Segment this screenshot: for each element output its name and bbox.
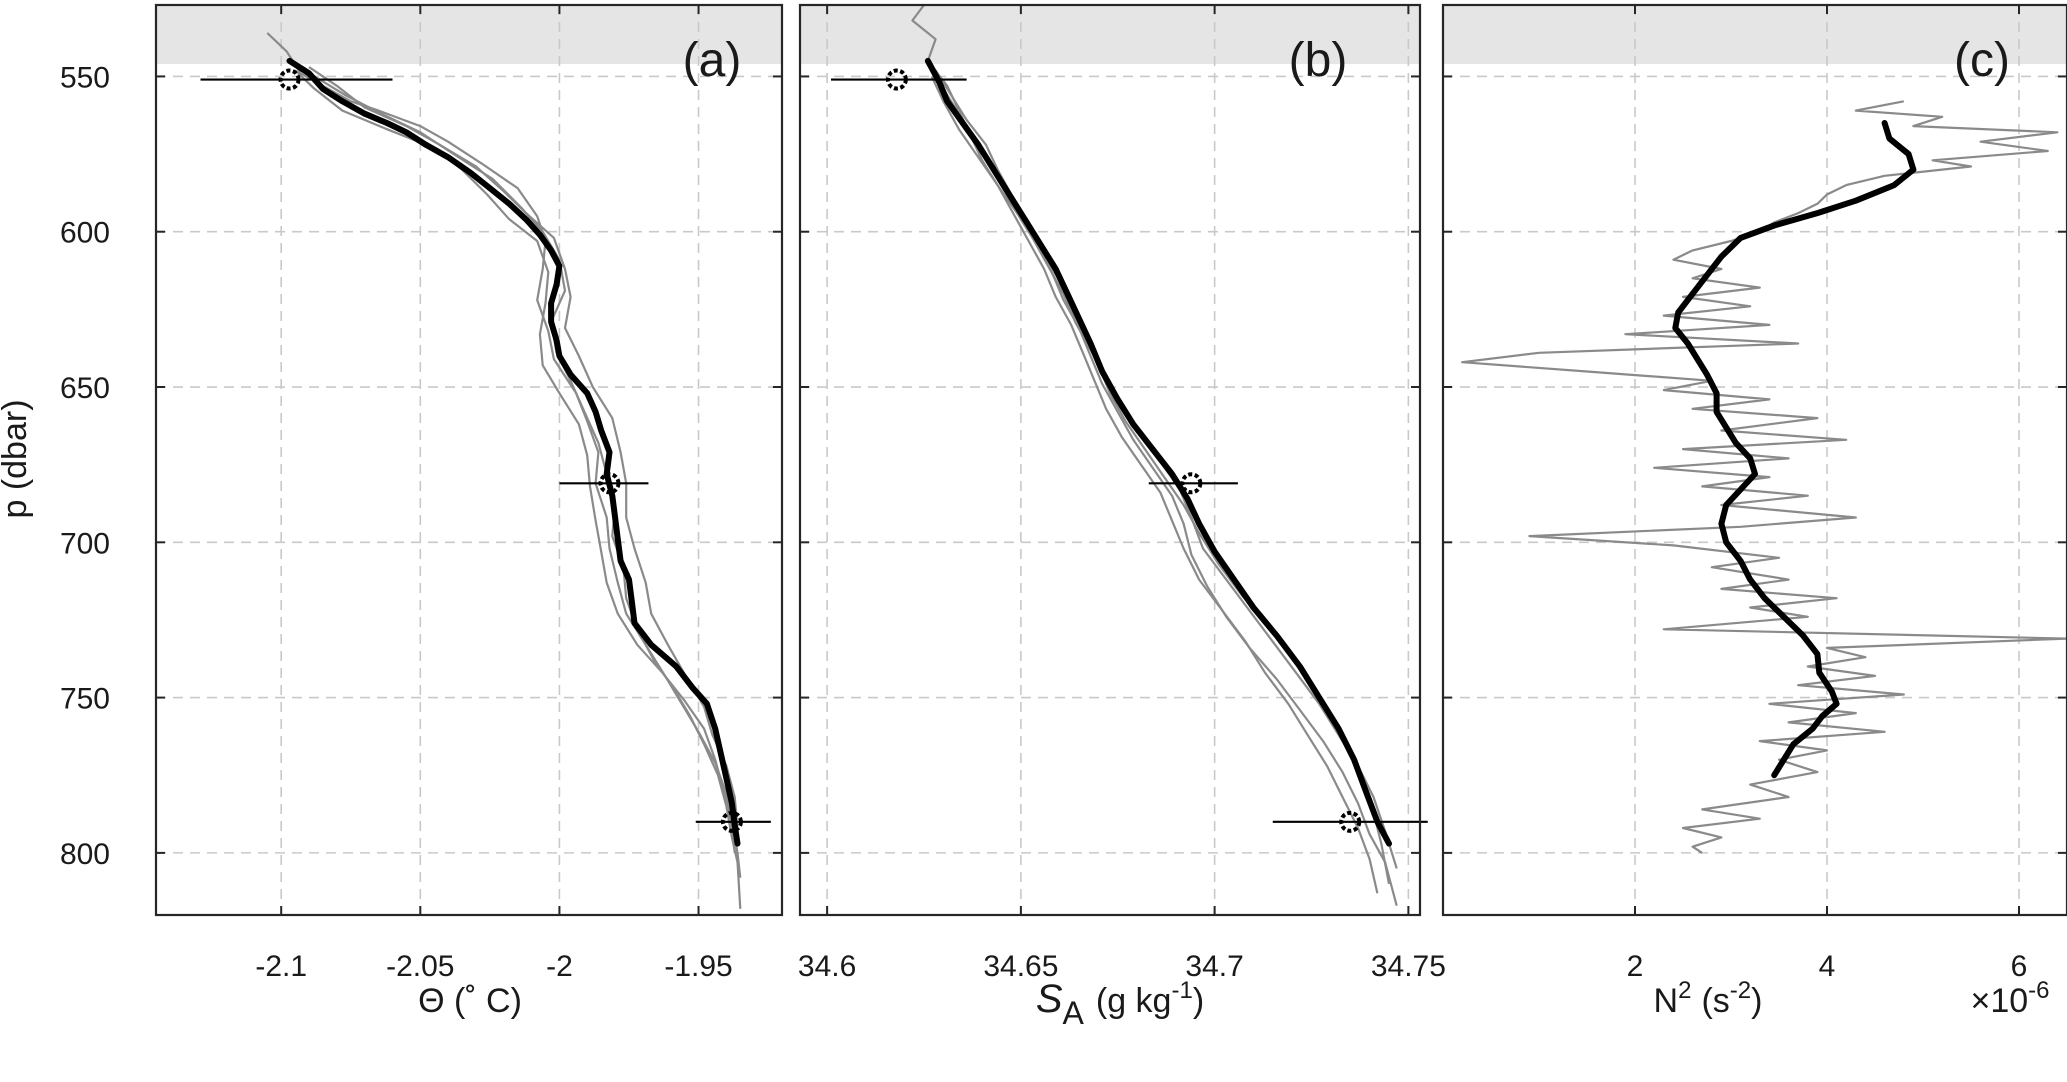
panel-a-ytick-label-3: 700 [60,527,110,560]
panel-b-xlabel-sup: -1 [1171,977,1192,1004]
panel-b-xlabel-end: ) [1193,982,1204,1020]
panel-c-multiplier-base: ×10 [1970,982,2028,1020]
panel-b-xtick-label-1: 34.65 [983,950,1058,983]
panel-c-xlabel-end: ) [1751,982,1762,1020]
panel-b-xlabel-sub: A [1063,995,1085,1031]
panel-c-xlabel-sup: 2 [1678,977,1691,1004]
panel-a-individual-profile-line-3 [294,69,742,878]
panel-c-xtick-label-0: 2 [1627,950,1644,983]
panel-c-xtick-label-1: 4 [1819,950,1836,983]
panel-c-stratification: 2 4 6 (c) N2 (s-2) ×10-6 [1441,3,2067,1020]
panel-b-salinity: 34.6 34.65 34.7 34.75 (b) SA (g kg-1) [798,3,1446,1031]
panel-a-mean-profile-line [286,57,741,847]
panel-c-x-multiplier: ×10-6 [1970,977,2049,1020]
panel-a-xtick-label-3: -1.95 [664,950,732,983]
panel-a-marker-2 [720,810,743,833]
panel-a-individual-profile-line-1 [266,32,736,854]
y-axis-label: p (dbar) [0,399,34,518]
panel-b-xlabel-rest: (g kg [1096,982,1172,1020]
panel-b-frame [798,3,1422,917]
panel-c-plot-area: 2 4 6 [1441,3,2067,983]
panel-b-xtick-label-3: 34.75 [1371,950,1446,983]
panel-a-shaded-region [156,5,782,65]
panel-c-xlabel-main: N [1654,982,1679,1020]
panel-b-x-axis-label: SA (g kg-1) [1036,977,1204,1031]
panel-c-x-axis-label: N2 (s-2) [1654,977,1763,1020]
panel-b-xlabel-main: S [1036,977,1063,1021]
panel-b-plot-area: 34.6 34.65 34.7 34.75 [798,3,1446,983]
panel-a-label: (a) [683,34,742,87]
panel-a-xtick-label-0: -2.1 [255,950,307,983]
panel-a-marker-0 [278,68,301,91]
panel-a-marker-1 [598,472,621,495]
panel-a-ytick-label-0: 550 [60,61,110,94]
panel-b-mean-profile-line [924,57,1392,847]
panel-c-xlabel-sup2: -2 [1730,977,1751,1004]
panel-b-marker-1 [1180,472,1203,495]
panel-a-x-axis-label: Θ (˚ C) [418,982,522,1020]
panel-c-xtick-label-2: 6 [2011,950,2028,983]
panel-b-marker-2 [1339,810,1362,833]
panel-b-label: (b) [1289,34,1348,87]
panel-b-individual-profile-line-3 [930,75,1379,894]
panel-a-xtick-label-1: -2.05 [386,950,454,983]
panel-a-frame [154,3,784,917]
panel-c-individual-profile-line-1 [1461,100,2067,854]
panel-c-multiplier-exp: -6 [2028,977,2049,1004]
panel-a-ytick-label-1: 600 [60,217,110,250]
panel-b-marker-0 [885,68,908,91]
panel-c-mean-profile-line [1672,120,1917,779]
panel-c-label: (c) [1954,34,2010,87]
panel-a-ytick-label-2: 650 [60,372,110,405]
panel-c-xlabel-rest: (s [1701,982,1729,1020]
panel-a-ytick-label-4: 750 [60,683,110,716]
panel-a-individual-profile-line-4 [314,75,742,909]
panel-b-xtick-label-2: 34.7 [1185,950,1243,983]
panel-a-individual-profile-line-2 [308,66,739,829]
panel-a-xtick-label-2: -2 [546,950,573,983]
panel-a-temperature: -2.1 -2.05 -2 -1.95 550 600 650 700 750 800 (a) Θ… [60,3,784,1020]
panel-b-shaded-region [800,5,1420,65]
panel-c-shaded-region [1443,5,2067,65]
panel-a-ytick-label-5: 800 [60,838,110,871]
panel-b-xtick-label-0: 34.6 [798,950,856,983]
panel-a-plot-area: -2.1 -2.05 -2 -1.95 550 600 650 700 750 800 [60,3,784,983]
panel-c-frame [1441,3,2067,917]
panel-b-individual-profile-line-1 [911,4,1398,869]
